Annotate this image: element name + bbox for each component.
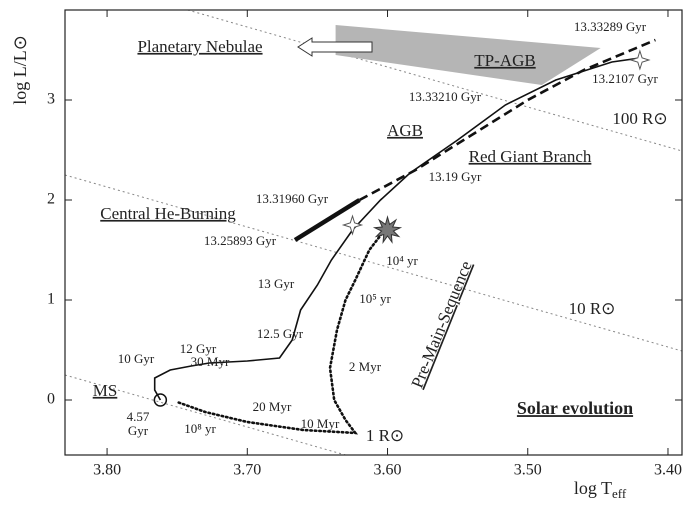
y-tick-label: 0 <box>47 391 55 408</box>
annotation: 100 R⊙ <box>612 109 667 128</box>
radius-line <box>187 10 682 152</box>
x-tick-label: 3.40 <box>654 462 682 479</box>
annotation: 13.25893 Gyr <box>204 233 277 248</box>
annotation: Red Giant Branch <box>469 147 592 166</box>
annotation: Central He-Burning <box>100 204 236 223</box>
protostar <box>372 215 403 244</box>
plot-area <box>65 10 682 455</box>
x-tick-label: 3.60 <box>374 462 402 479</box>
zams-marker <box>153 393 168 407</box>
annotation: 2 Myr <box>349 359 382 374</box>
annotation: 10 R⊙ <box>569 299 616 318</box>
annotation: 13.33210 Gyr <box>409 89 482 104</box>
annotation: 1 R⊙ <box>366 426 404 445</box>
annotation: 10⁵ yr <box>359 291 391 306</box>
tp-agb-region <box>335 25 601 85</box>
nebula-arrow <box>297 37 373 57</box>
annotation: Solar evolution <box>517 398 633 418</box>
x-axis-label: log Teff <box>574 478 627 501</box>
annotation: 13.2107 Gyr <box>592 71 658 86</box>
y-tick-label: 3 <box>47 91 55 108</box>
annotation: 12.5 Gyr <box>257 326 304 341</box>
star-marker <box>629 49 651 71</box>
x-tick-label: 3.80 <box>93 462 121 479</box>
track <box>358 38 656 202</box>
annotation: 20 Myr <box>253 399 292 414</box>
annotation: Gyr <box>128 423 149 438</box>
annotation: TP-AGB <box>474 51 535 70</box>
annotation: 13 Gyr <box>258 276 295 291</box>
annotation: MS <box>93 381 118 400</box>
annotation: Pre-Main-Sequence <box>407 258 475 390</box>
y-axis-label: log L/L⊙ <box>10 35 30 105</box>
annotation: AGB <box>387 121 423 140</box>
x-label-sub: eff <box>612 486 627 501</box>
annotation: 10⁴ yr <box>386 253 418 268</box>
x-tick-label: 3.70 <box>233 462 261 479</box>
annotation: Planetary Nebulae <box>137 37 262 56</box>
y-tick-label: 2 <box>47 191 55 208</box>
annotation: 10 Gyr <box>118 351 155 366</box>
x-tick-label: 3.50 <box>514 462 542 479</box>
annotation: 13.19 Gyr <box>429 169 482 184</box>
annotation: 4.57 <box>127 409 150 424</box>
x-label-main: log T <box>574 478 612 498</box>
y-tick-label: 1 <box>47 291 55 308</box>
radius-line <box>65 374 346 455</box>
track <box>175 228 386 435</box>
radius-line <box>65 174 682 352</box>
annotation: 30 Myr <box>191 354 230 369</box>
track <box>293 198 361 242</box>
track <box>153 57 641 401</box>
annotation: 13.33289 Gyr <box>574 19 647 34</box>
annotation: 13.31960 Gyr <box>256 191 329 206</box>
annotation: 10⁸ yr <box>184 421 216 436</box>
annotation: 10 Myr <box>301 416 340 431</box>
annotation: 12 Gyr <box>180 341 217 356</box>
plot-frame <box>64 9 683 456</box>
star-marker <box>341 214 364 236</box>
